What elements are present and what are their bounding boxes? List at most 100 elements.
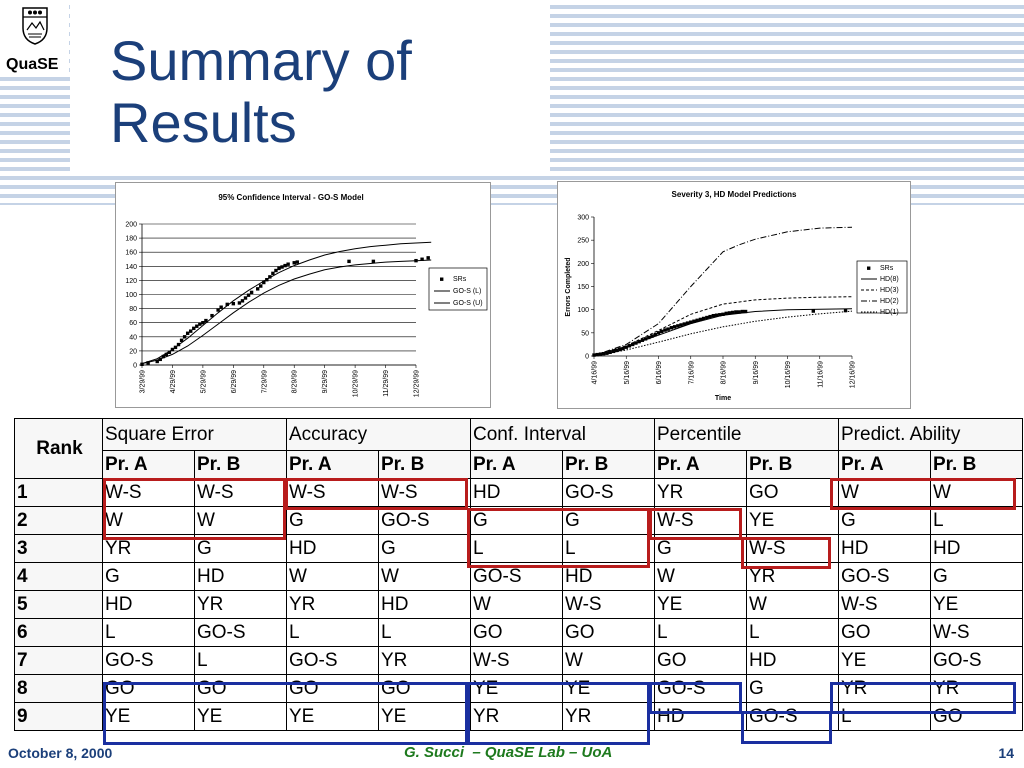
y-tick-label: 200 [577,261,589,268]
x-tick-label: 10/29/99 [353,370,360,397]
y-axis-ticks: 0 20 40 60 80 100 120 140 160 180 200 [125,222,143,370]
table-cell: YE [746,506,839,535]
table-cell: HD [470,478,563,507]
table-cell: W-S [286,478,379,507]
table-cell: YE [654,590,747,619]
x-tick-label: 3/29/99 [140,370,147,393]
data-point [595,352,599,357]
rank-number: 1 [14,478,103,507]
footer-author: G. Succi – QuaSE Lab – UoA [404,744,613,761]
rank-number: 4 [14,562,103,591]
data-point [631,342,635,347]
table-cell: YR [194,590,287,619]
data-point [621,346,625,351]
table-cell: GO-S [286,646,379,675]
data-point [656,331,661,335]
page-number: 14 [998,745,1014,761]
hd-model-chart-svg: Severity 3, HD Model Predictions 0 50 100 1… [565,190,908,402]
table-cell: G [838,506,931,535]
table-cell: W [562,646,655,675]
x-tick-label: 5/29/99 [200,370,207,393]
table-cell: W-S [562,590,655,619]
x-tick-label: 12/29/99 [414,370,421,397]
data-point [140,362,144,366]
x-tick-label: 11/29/99 [383,370,390,397]
confidence-interval-chart-svg: 95% Confidence Interval - GO-S Model 0 20… [125,193,488,397]
rank-number: 5 [14,590,103,619]
data-point [682,322,686,326]
y-tick-label: 40 [129,334,137,341]
chart-legend: SRs GO-S (L) GO-S (U) [434,276,483,307]
data-point [618,347,622,352]
x-tick-label: 10/16/99 [785,361,792,388]
data-point [255,287,260,291]
table-row: 6 L GO-S L L GO GO L L GO W-S [14,618,1023,647]
y-tick-label: 300 [577,215,589,222]
table-cell: YE [378,702,471,731]
x-axis-label: Time [715,395,731,402]
x-tick-label: 9/16/99 [753,361,760,384]
data-point [277,266,281,271]
rank-number: 2 [14,506,103,535]
title-line-2: Results [110,91,297,154]
chart-title: Severity 3, HD Model Predictions [672,190,797,199]
table-cell: GO [746,478,839,507]
data-point [669,326,674,330]
rank-number: 9 [14,702,103,731]
university-logo: QuaSE [0,0,69,77]
data-point [598,352,603,356]
data-point [624,345,628,349]
hd-model-chart: Severity 3, HD Model Predictions 0 50 100 1… [557,181,911,409]
series-line-hd-1 [593,310,853,356]
data-point [743,309,748,314]
data-point [198,322,202,326]
table-cell: YE [838,646,931,675]
table-cell: GO [654,646,747,675]
group-accuracy: Accuracy [286,418,471,451]
footer-date: October 8, 2000 [8,745,113,761]
data-point [246,293,251,297]
data-point [155,359,159,364]
data-point [679,323,683,327]
data-point [292,261,296,265]
data-point [605,351,609,355]
table-cell: W-S [654,506,747,535]
y-tick-label: 50 [581,330,589,337]
data-point [347,259,351,264]
chart-gridlines [142,223,416,366]
data-point [714,313,719,317]
data-point [718,313,722,317]
subheader-pr-b: Pr. B [194,450,287,479]
data-point [259,284,263,288]
ranking-table: Rank Square Error Accuracy Conf. Interva… [14,418,1023,731]
chart-points [592,308,848,357]
x-tick-label: 6/16/99 [656,361,663,384]
data-point [225,302,229,307]
x-tick-label: 4/16/99 [592,361,599,384]
subheader-pr-b: Pr. B [378,450,471,479]
table-cell: W [838,478,931,507]
table-cell: G [378,534,471,563]
table-cell: W [102,506,195,535]
table-cell: GO [286,674,379,703]
table-cell: GO-S [194,618,287,647]
data-point [271,271,275,276]
table-row: 7 GO-S L GO-S YR W-S W GO HD YE GO-S [14,646,1023,675]
data-point [176,342,181,347]
table-cell: YR [102,534,195,563]
data-point [219,305,223,309]
data-point [295,260,299,264]
data-point [695,318,699,323]
table-cell: W-S [102,478,195,507]
data-point [185,331,190,335]
data-point [274,268,278,273]
legend-label: GO-S (U) [453,300,483,307]
rank-number: 7 [14,646,103,675]
data-point [420,257,424,261]
table-cell: YR [838,674,931,703]
table-cell: W-S [194,478,287,507]
data-point [164,352,169,357]
table-cell: GO [470,618,563,647]
data-point [666,327,670,331]
x-tick-label: 5/16/99 [624,361,631,384]
